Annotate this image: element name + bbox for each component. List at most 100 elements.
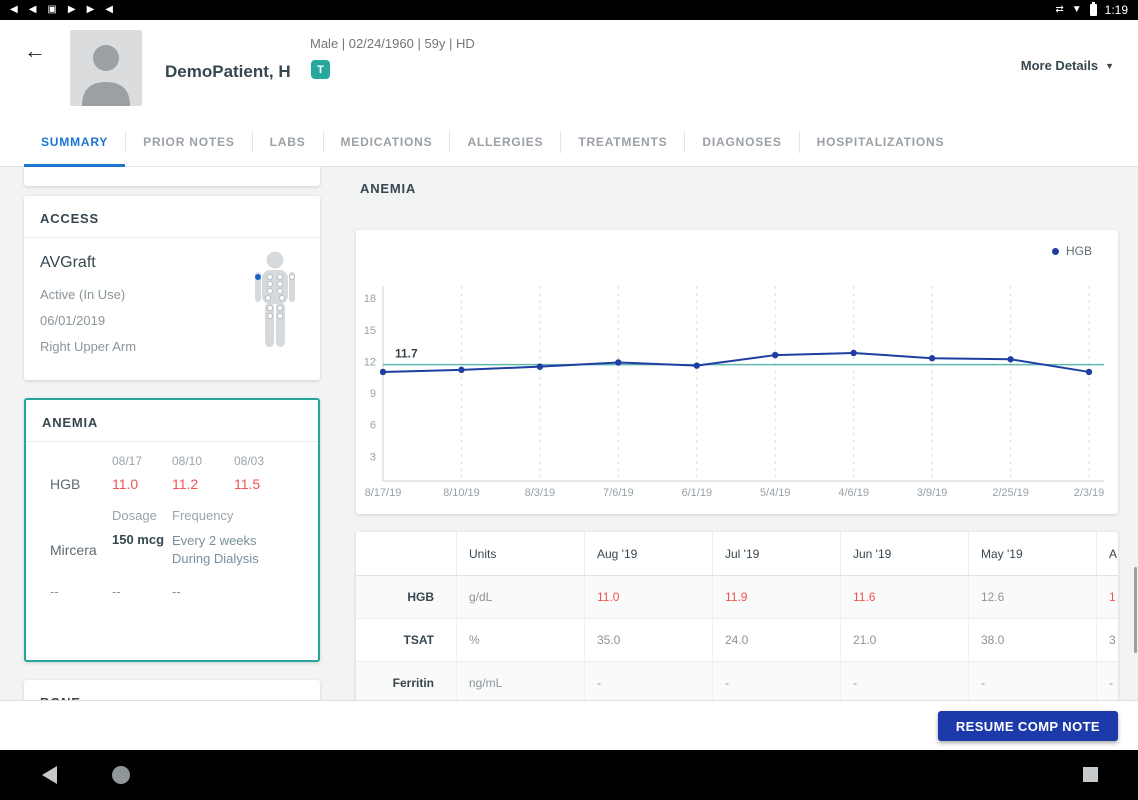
table-value-cell: 24.0 [712,619,840,661]
play-icon: ▶ [67,4,76,15]
anemia-card[interactable]: ANEMIA 08/17 08/10 08/03 HGB 11.0 11.2 1… [24,398,320,662]
data-point [458,366,465,374]
x-axis-label: 4/6/19 [838,487,869,499]
table-value-cell: 35.0 [584,619,712,661]
nav-back-icon[interactable] [42,766,57,784]
status-left-icons: ◀ ◀ ▣ ▶ ▶ ◀ [10,0,113,20]
empty-value: -- [112,584,121,599]
hgb-line-chart: 8/17/19 8/10/19 8/3/19 7/6/19 6/1/19 5/4/19 4/… [364,286,1105,499]
y-axis-label: 6 [370,420,376,432]
tab-divider [684,130,686,153]
table-value-cell: - [968,662,1096,700]
hgb-value: 11.0 [112,476,139,492]
medication-dose: 150 mcg [112,532,165,547]
patient-demographics: Male | 02/24/1960 | 59y | HD [310,36,475,51]
bone-card-title: BONE [24,680,320,700]
access-card[interactable]: ACCESS AVGraft Active (In Use) 06/01/201… [24,196,320,380]
medication-frequency: Every 2 weeks During Dialysis [172,533,259,566]
bone-card[interactable]: BONE [24,680,320,700]
tab-divider [449,130,451,153]
table-header-cell: Jul '19 [712,532,840,575]
content-area: ACCESS AVGraft Active (In Use) 06/01/201… [0,167,1138,700]
status-bar: ◀ ◀ ▣ ▶ ▶ ◀ ⇄ ▼ 1:19 [0,0,1138,20]
nav-recents-icon[interactable] [1083,767,1098,782]
tab-divider [560,130,562,153]
x-axis-label: 7/6/19 [603,487,634,499]
access-card-title: ACCESS [24,196,320,238]
table-value-cell: 11.6 [840,576,968,618]
chevron-down-icon: ▼ [1105,60,1114,71]
tab-divider [251,130,253,153]
table-value-cell: - [584,662,712,700]
bottom-action-bar: RESUME COMP NOTE [0,700,1138,750]
reference-line-label: 11.7 [395,347,418,361]
hgb-value: 11.5 [234,476,261,492]
x-axis-label: 3/9/19 [917,487,948,499]
table-header-cell: Jun '19 [840,532,968,575]
tab-divider [125,130,127,153]
empty-value: -- [172,584,181,599]
data-point [379,368,387,376]
more-details-button[interactable]: More Details ▼ [1021,58,1114,73]
dosage-header: Dosage [112,508,157,523]
data-point [928,355,936,362]
wifi-icon: ▼ [1071,4,1082,15]
table-value-cell: 21.0 [840,619,968,661]
status-time: 1:19 [1104,3,1128,17]
table-header-cell: Units [456,532,584,575]
tab-allergies[interactable]: ALLERGIES [467,134,544,149]
labs-table[interactable]: Units Aug '19 Jul '19 Jun '19 May '19 A HGB g/d… [356,532,1118,700]
tab-labs[interactable]: LABS [269,134,306,149]
data-point [1085,368,1093,376]
table-header-cell [356,532,456,575]
patient-header: ← DemoPatient, H Male | 02/24/1960 | 59y… [0,20,1138,117]
x-axis-label: 8/17/19 [365,487,402,499]
table-value-cell: 38.0 [968,619,1096,661]
legend-label: HGB [1065,244,1092,258]
anemia-date-header: 08/17 [112,454,143,468]
table-header-cell: A [1096,532,1118,575]
data-point [536,363,544,370]
data-point [615,359,622,366]
telehealth-badge: T [311,60,330,79]
tab-prior-notes[interactable]: PRIOR NOTES [143,134,235,149]
tab-medications[interactable]: MEDICATIONS [340,134,433,149]
scrollbar-thumb[interactable] [1134,567,1137,653]
hgb-chart-card: 8/17/19 8/10/19 8/3/19 7/6/19 6/1/19 5/4/19 4/… [356,230,1118,514]
resume-comp-note-button[interactable]: RESUME COMP NOTE [937,711,1118,741]
table-row-label: Ferritin [392,676,434,690]
table-row-label: HGB [407,590,434,604]
patient-name: DemoPatient, H [165,62,291,81]
skip-previous-icon: ◀ [10,4,18,15]
status-right-icons: ⇄ ▼ 1:19 [1055,0,1128,20]
screenshot-icon: ▣ [47,4,57,15]
body-map-icon [255,251,296,347]
android-nav-bar [0,750,1138,800]
tab-bar: SUMMARY PRIOR NOTES LABS MEDICATIONS ALLERGI… [0,117,1138,167]
section-title: ANEMIA [360,181,417,196]
anemia-date-header: 08/10 [172,454,203,468]
battery-icon [1089,2,1097,16]
more-details-label: More Details [1020,58,1099,73]
table-header-cell: Aug '19 [584,532,712,575]
x-axis-label: 8/3/19 [525,487,556,499]
tab-summary[interactable]: SUMMARY [24,117,126,167]
x-axis-label: 2/3/19 [1074,487,1105,499]
x-axis-label: 8/10/19 [443,487,480,499]
tab-hospitalizations[interactable]: HOSPITALIZATIONS [816,134,945,149]
back-arrow-icon[interactable]: ← [24,38,46,63]
y-axis-label: 3 [370,451,376,463]
tab-diagnoses[interactable]: DIAGNOSES [702,134,782,149]
rewind-icon: ◀ [28,4,37,15]
data-point [850,349,857,357]
anemia-date-header: 08/03 [234,454,265,468]
access-status: Active (In Use) [40,287,126,302]
hgb-label: HGB [50,476,81,492]
network-icon: ⇄ [1055,4,1064,15]
nav-home-icon[interactable] [112,766,130,784]
data-point [1007,356,1014,363]
x-axis-label: 6/1/19 [681,487,712,499]
card-partial-top[interactable] [24,167,320,186]
table-units-cell: % [456,619,584,661]
tab-treatments[interactable]: TREATMENTS [578,134,668,149]
